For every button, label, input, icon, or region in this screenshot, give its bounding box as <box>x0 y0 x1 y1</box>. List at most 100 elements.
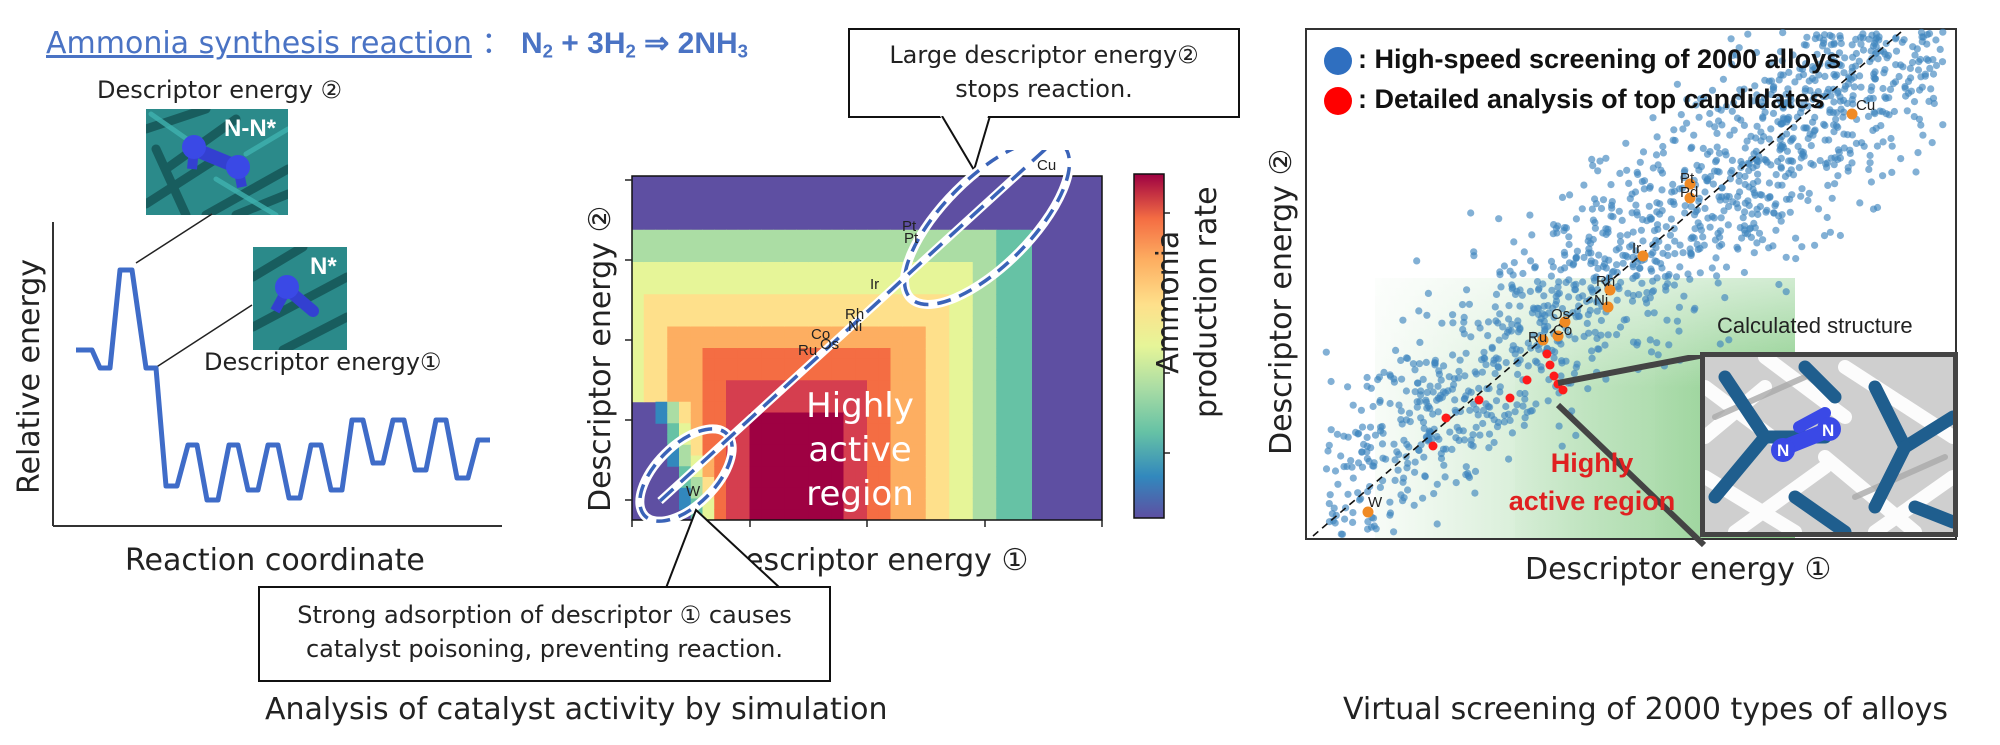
heatmap-cell <box>702 283 715 295</box>
scatter-point <box>1763 206 1771 214</box>
scatter-point <box>1558 305 1566 313</box>
heatmap-cell <box>1008 380 1021 392</box>
heatmap-cell <box>890 326 903 338</box>
heatmap-cell <box>773 337 786 349</box>
heatmap-cell <box>808 315 821 327</box>
scatter-point <box>1833 71 1841 79</box>
scatter-point <box>1871 110 1879 118</box>
heatmap-cell <box>949 466 962 478</box>
heatmap-cell <box>996 348 1009 360</box>
nn-structure-art <box>146 109 288 215</box>
heatmap-cell <box>820 272 833 284</box>
scatter-point <box>1706 109 1714 118</box>
heatmap-cell <box>679 423 692 435</box>
scatter-point <box>1823 47 1831 55</box>
scatter-point <box>1380 368 1388 376</box>
heatmap-cell <box>1008 466 1021 478</box>
scatter-point <box>1607 212 1615 220</box>
heatmap-cell <box>996 305 1009 317</box>
heatmap-cell <box>972 315 985 327</box>
title-link[interactable]: Ammonia synthesis reaction <box>46 26 472 61</box>
heatmap-cell <box>831 369 844 381</box>
heatmap-cell <box>925 423 938 435</box>
scatter-point <box>1325 500 1333 508</box>
scatter-point <box>1636 158 1644 166</box>
heatmap-cell <box>961 434 974 446</box>
heatmap-cell <box>632 358 645 370</box>
scatter-point <box>1919 33 1927 41</box>
scatter-point <box>1402 387 1410 395</box>
heatmap-cell <box>937 283 950 295</box>
scatter-point <box>1416 338 1424 346</box>
heatmap-cell <box>914 466 927 478</box>
scatter-point <box>1792 255 1800 263</box>
heatmap-cell <box>808 294 821 306</box>
heatmap-cell <box>855 444 868 456</box>
heatmap-cell <box>996 369 1009 381</box>
heatmap-cell <box>773 509 786 521</box>
heatmap-cell <box>714 434 727 446</box>
heatmap-cell <box>1008 509 1021 521</box>
heatmap-cell <box>702 401 715 413</box>
scatter-point <box>1840 144 1848 152</box>
scatter-point <box>1699 144 1707 152</box>
scatter-point <box>1585 245 1593 253</box>
heatmap-cell <box>784 272 797 284</box>
scatter-point <box>1691 304 1699 312</box>
scatter-point <box>1714 229 1722 237</box>
heatmap-cell <box>843 444 856 456</box>
scatter-point <box>1752 48 1761 57</box>
colorbar-label-line1: Ammonia <box>1151 230 1186 374</box>
scatter-point <box>1355 496 1364 504</box>
heatmap-cell <box>937 391 950 403</box>
scatter-point <box>1828 194 1836 202</box>
scatter-point <box>1540 322 1548 331</box>
heatmap-cell <box>855 391 868 403</box>
scatter-point <box>1555 289 1563 297</box>
heatmap-cell <box>655 229 668 241</box>
heatmap-cell <box>984 498 997 510</box>
heatmap-cell <box>702 466 715 478</box>
scatter-point <box>1397 491 1405 499</box>
heatmap-cell <box>831 348 844 360</box>
heatmap-cell <box>961 326 974 338</box>
heatmap-cell <box>632 337 645 349</box>
heatmap-cell <box>679 229 692 241</box>
scatter-point <box>1821 136 1829 144</box>
scatter-point <box>1765 244 1773 252</box>
heatmap-cell <box>855 455 868 467</box>
scatter-point <box>1906 64 1914 72</box>
scatter-point <box>1664 280 1672 288</box>
scatter-point <box>1715 168 1723 176</box>
scatter-point <box>1410 501 1418 509</box>
n-structure-art <box>253 247 347 350</box>
scatter-point <box>1772 171 1780 179</box>
scatter-point <box>1678 184 1687 192</box>
heatmap-cell <box>690 315 703 327</box>
heatmap-cell <box>937 326 950 338</box>
heatmap-cell <box>925 326 938 338</box>
scatter-point <box>1505 315 1513 323</box>
heatmap-cell <box>784 315 797 327</box>
scatter-point <box>1358 448 1366 456</box>
heatmap-cell <box>690 240 703 252</box>
heatmap-cell <box>643 294 656 306</box>
scatter-point <box>1460 436 1469 444</box>
heatmap-cell <box>878 369 891 381</box>
scatter-point <box>1910 98 1919 106</box>
scatter-point <box>1783 147 1791 155</box>
heatmap-cell <box>737 434 750 446</box>
heatmap-cell <box>679 455 692 467</box>
scatter-point <box>1939 121 1947 129</box>
scatter-point <box>1714 279 1722 287</box>
heatmap-cell <box>749 487 762 499</box>
heatmap-cell <box>761 509 774 521</box>
heatmap-cell <box>878 487 891 499</box>
heatmap-cell <box>867 251 880 263</box>
scatter-point <box>1673 317 1681 325</box>
heatmap-cell <box>1008 487 1021 499</box>
scatter-point <box>1629 228 1637 236</box>
heatmap-cell <box>808 348 821 360</box>
heatmap-cell <box>820 477 833 489</box>
heatmap-cell <box>949 423 962 435</box>
